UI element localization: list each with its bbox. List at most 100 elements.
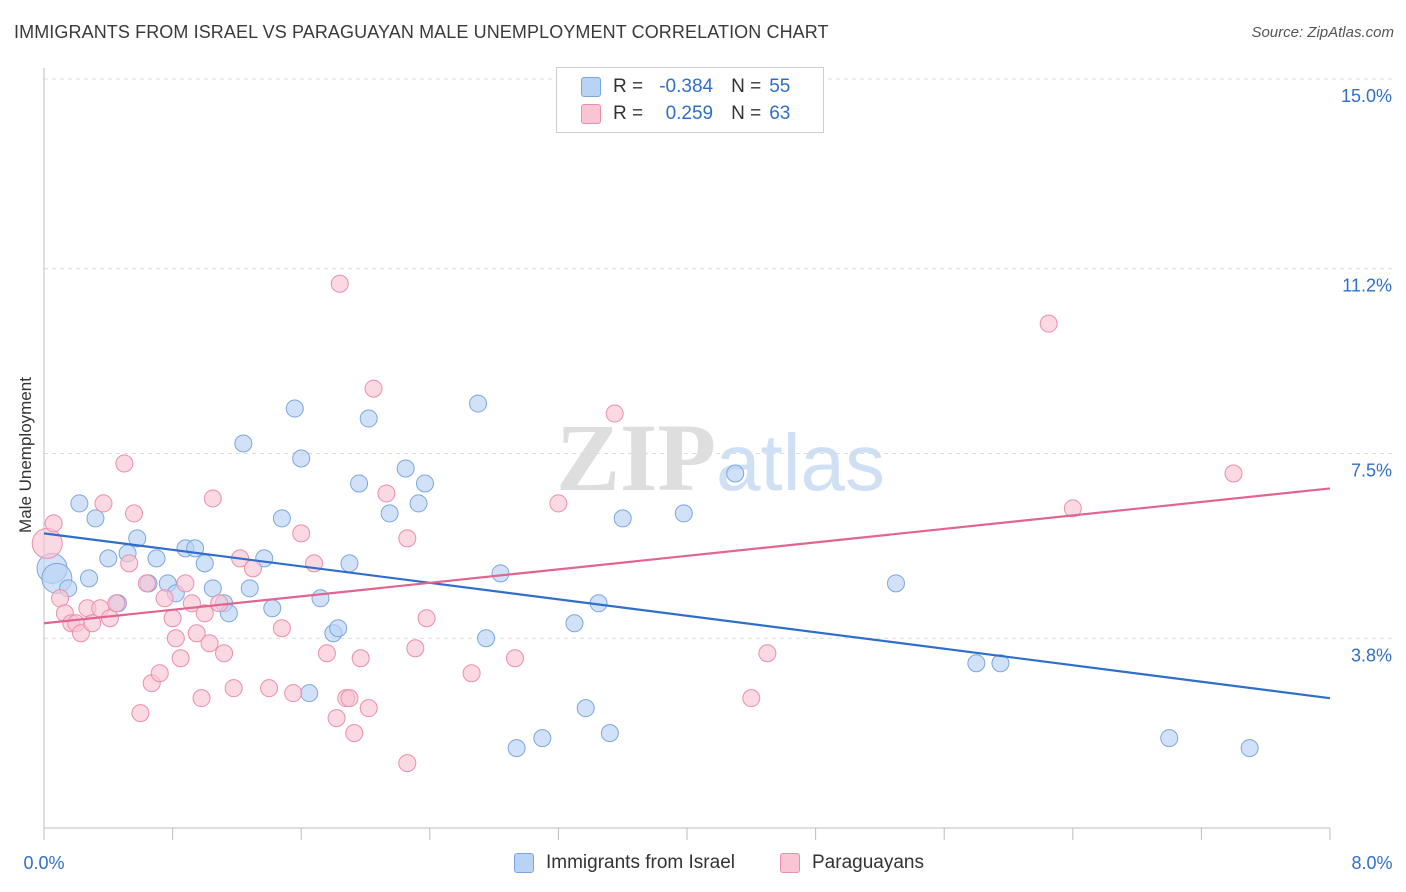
data-point-paraguayan: [131, 704, 150, 723]
data-point-paraguayan: [51, 589, 70, 608]
chart-title: IMMIGRANTS FROM ISRAEL VS PARAGUAYAN MAL…: [14, 22, 829, 42]
data-point-paraguayan: [284, 684, 303, 703]
data-point-paraguayan: [272, 619, 291, 638]
data-point-paraguayan: [125, 504, 144, 523]
data-point-paraguayan: [176, 574, 195, 593]
data-point-paraguayan: [150, 664, 169, 683]
data-point-paraguayan: [195, 604, 214, 623]
data-point-paraguayan: [398, 529, 417, 548]
data-point-paraguayan: [327, 709, 346, 728]
y-tick-label: 15.0%: [1341, 86, 1392, 106]
data-point-paraguayan: [44, 514, 63, 533]
data-point-israel: [967, 654, 986, 673]
source-label: Source: ZipAtlas.com: [1251, 24, 1394, 41]
data-point-paraguayan: [187, 624, 206, 643]
data-point-israel: [272, 509, 291, 528]
data-point-israel: [1160, 729, 1179, 748]
y-tick-label: 3.8%: [1351, 645, 1392, 665]
data-point-paraguayan: [163, 609, 182, 628]
data-point-israel: [340, 554, 359, 573]
legend-row-israel: R = -0.384 N = 55: [581, 73, 790, 101]
data-point-paraguayan: [605, 404, 624, 423]
legend-label-israel: Immigrants from Israel: [546, 852, 735, 873]
data-point-paraguayan: [120, 554, 139, 573]
data-point-israel: [380, 504, 399, 523]
data-point-paraguayan: [317, 644, 336, 663]
legend-n-label: N =: [731, 76, 762, 97]
trend-line-israel: [43, 532, 1331, 700]
data-point-israel: [300, 684, 319, 703]
data-point-paraguayan: [364, 379, 383, 398]
data-point-israel: [195, 554, 214, 573]
y-tick-label: 7.5%: [1351, 461, 1392, 481]
legend-r-label: R =: [613, 76, 644, 97]
data-point-paraguayan: [1039, 314, 1058, 333]
data-point-israel: [292, 449, 311, 468]
data-point-israel: [613, 509, 632, 528]
correlation-legend: R = -0.384 N = 55 R = 0.259 N = 63: [556, 67, 824, 133]
data-point-paraguayan: [260, 679, 279, 698]
legend-swatch-blue: [514, 853, 534, 873]
data-point-israel: [285, 399, 304, 418]
data-point-israel: [240, 579, 259, 598]
data-point-israel: [329, 619, 348, 638]
data-point-paraguayan: [215, 644, 234, 663]
data-point-israel: [203, 579, 222, 598]
data-point-paraguayan: [155, 589, 174, 608]
watermark-zip: ZIP: [556, 404, 716, 511]
data-point-paraguayan: [192, 689, 211, 708]
data-point-paraguayan: [351, 649, 370, 668]
data-point-paraguayan: [417, 609, 436, 628]
data-point-paraguayan: [345, 724, 364, 743]
data-point-israel: [80, 569, 99, 588]
legend-swatch-blue: [581, 77, 601, 97]
data-point-paraguayan: [137, 574, 156, 593]
data-point-israel: [674, 504, 693, 523]
data-point-israel: [128, 529, 147, 548]
data-point-israel: [600, 724, 619, 743]
data-point-israel: [396, 459, 415, 478]
legend-swatch-pink: [581, 104, 601, 124]
data-point-paraguayan: [224, 679, 243, 698]
legend-item-israel[interactable]: Immigrants from Israel: [514, 852, 735, 874]
data-point-israel: [507, 739, 526, 758]
data-point-israel: [991, 654, 1010, 673]
data-point-israel: [263, 599, 282, 618]
data-point-paraguayan: [1224, 464, 1243, 483]
legend-r-label: R =: [613, 103, 644, 124]
data-point-paraguayan: [107, 594, 126, 613]
data-point-israel: [359, 409, 378, 428]
data-point-israel: [234, 434, 253, 453]
data-point-israel: [1240, 739, 1259, 758]
data-point-paraguayan: [340, 689, 359, 708]
legend-item-paraguayans[interactable]: Paraguayans: [780, 852, 924, 874]
data-point-paraguayan: [203, 489, 222, 508]
data-point-israel: [350, 474, 369, 493]
data-point-israel: [86, 509, 105, 528]
data-point-israel: [311, 589, 330, 608]
data-point-paraguayan: [330, 274, 349, 293]
x-tick-label: 0.0%: [23, 853, 64, 873]
legend-n-value: 63: [769, 103, 791, 124]
data-point-israel: [70, 494, 89, 513]
legend-r-value: -0.384: [659, 76, 714, 97]
data-point-paraguayan: [166, 629, 185, 648]
data-point-paraguayan: [742, 689, 761, 708]
y-tick-label: 11.2%: [1342, 276, 1392, 296]
data-point-paraguayan: [94, 494, 113, 513]
data-point-israel: [409, 494, 428, 513]
data-point-israel: [469, 394, 488, 413]
watermark-atlas: atlas: [716, 418, 885, 507]
legend-n-value: 55: [769, 76, 791, 97]
data-point-israel: [533, 729, 552, 748]
data-point-israel: [99, 549, 118, 568]
legend-row-paraguayans: R = 0.259 N = 63: [581, 100, 790, 128]
data-point-israel: [726, 464, 745, 483]
bottom-legend: Immigrants from Israel Paraguayans: [0, 852, 1406, 878]
data-point-israel: [576, 699, 595, 718]
data-point-paraguayan: [549, 494, 568, 513]
data-point-israel: [491, 564, 510, 583]
data-point-paraguayan: [292, 524, 311, 543]
data-point-israel: [886, 574, 905, 593]
